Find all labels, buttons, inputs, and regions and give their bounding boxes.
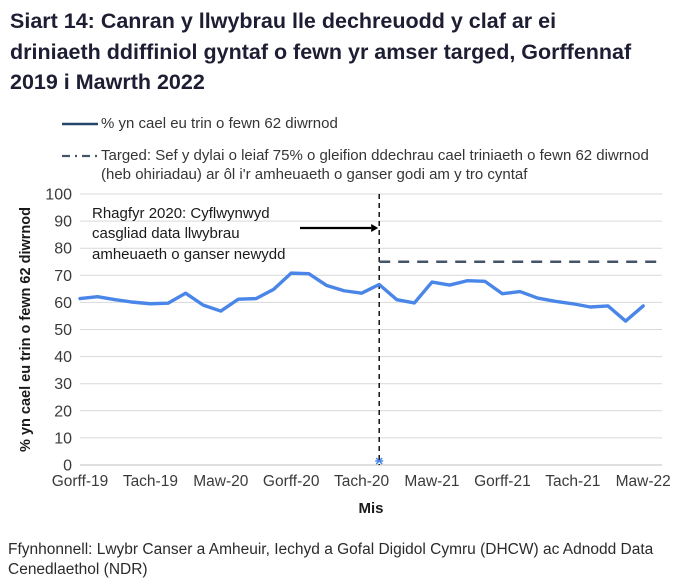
x-tick-label: Gorff-20 [263, 473, 320, 490]
legend-series-label: % yn cael eu trin o fewn 62 diwrnod [101, 115, 338, 132]
x-axis-title: Mis [358, 500, 383, 517]
y-tick-label: 100 [45, 188, 72, 204]
series-line-swatch-icon [62, 122, 98, 126]
chart-area: 0 10 20 30 40 50 60 70 80 90 100 Gorff-19 Tach-19 Maw… [0, 187, 674, 520]
y-tick-label: 60 [54, 295, 72, 312]
legend-item-target: Targed: Sef y dylai o leiaf 75% o gleifi… [62, 147, 662, 185]
y-tick-label: 10 [54, 430, 72, 447]
line-chart: 0 10 20 30 40 50 60 70 80 90 100 Gorff-19 Tach-19 Maw… [18, 187, 671, 518]
x-tick-label: Tach-20 [334, 473, 390, 490]
y-tick-label: 50 [54, 322, 72, 339]
y-tick-label: 40 [54, 349, 72, 366]
series-line [78, 271, 645, 323]
x-tick-label: Maw-22 [616, 473, 671, 490]
x-tick-label: Tach-19 [123, 473, 178, 490]
chart-title: Siart 14: Canran y llwybrau lle dechreuo… [10, 9, 632, 95]
x-tick-label: Tach-21 [545, 473, 600, 490]
target-line-swatch-icon [62, 154, 98, 157]
y-tick-label: 90 [54, 214, 72, 231]
x-tick-label: Gorff-19 [52, 473, 109, 490]
y-tick-label: 70 [54, 268, 72, 285]
event-annotation: Rhagfyr 2020: Cyflwynwyd casgliad data l… [92, 205, 286, 263]
x-tick-label: Maw-20 [193, 473, 249, 490]
y-tick-label: 0 [63, 458, 72, 475]
event-marker-icon [375, 457, 383, 465]
legend-target-label: Targed: Sef y dylai o leiaf 75% o gleifi… [101, 146, 649, 183]
x-tick-label: Maw-21 [404, 473, 459, 490]
y-tick-label: 80 [54, 241, 72, 258]
y-tick-label: 20 [54, 403, 72, 420]
y-axis-title: % yn cael eu trin o fewn 62 diwrnod [18, 207, 34, 452]
annotation-arrowhead-icon [371, 224, 379, 232]
chart-legend: % yn cael eu trin o fewn 62 diwrnod Targ… [62, 115, 662, 197]
x-tick-label: Gorff-21 [474, 473, 531, 490]
legend-item-series: % yn cael eu trin o fewn 62 diwrnod [62, 115, 662, 134]
y-tick-label: 30 [54, 376, 72, 393]
source-note: Ffynhonnell: Lwybr Canser a Amheuir, Iec… [8, 540, 654, 579]
